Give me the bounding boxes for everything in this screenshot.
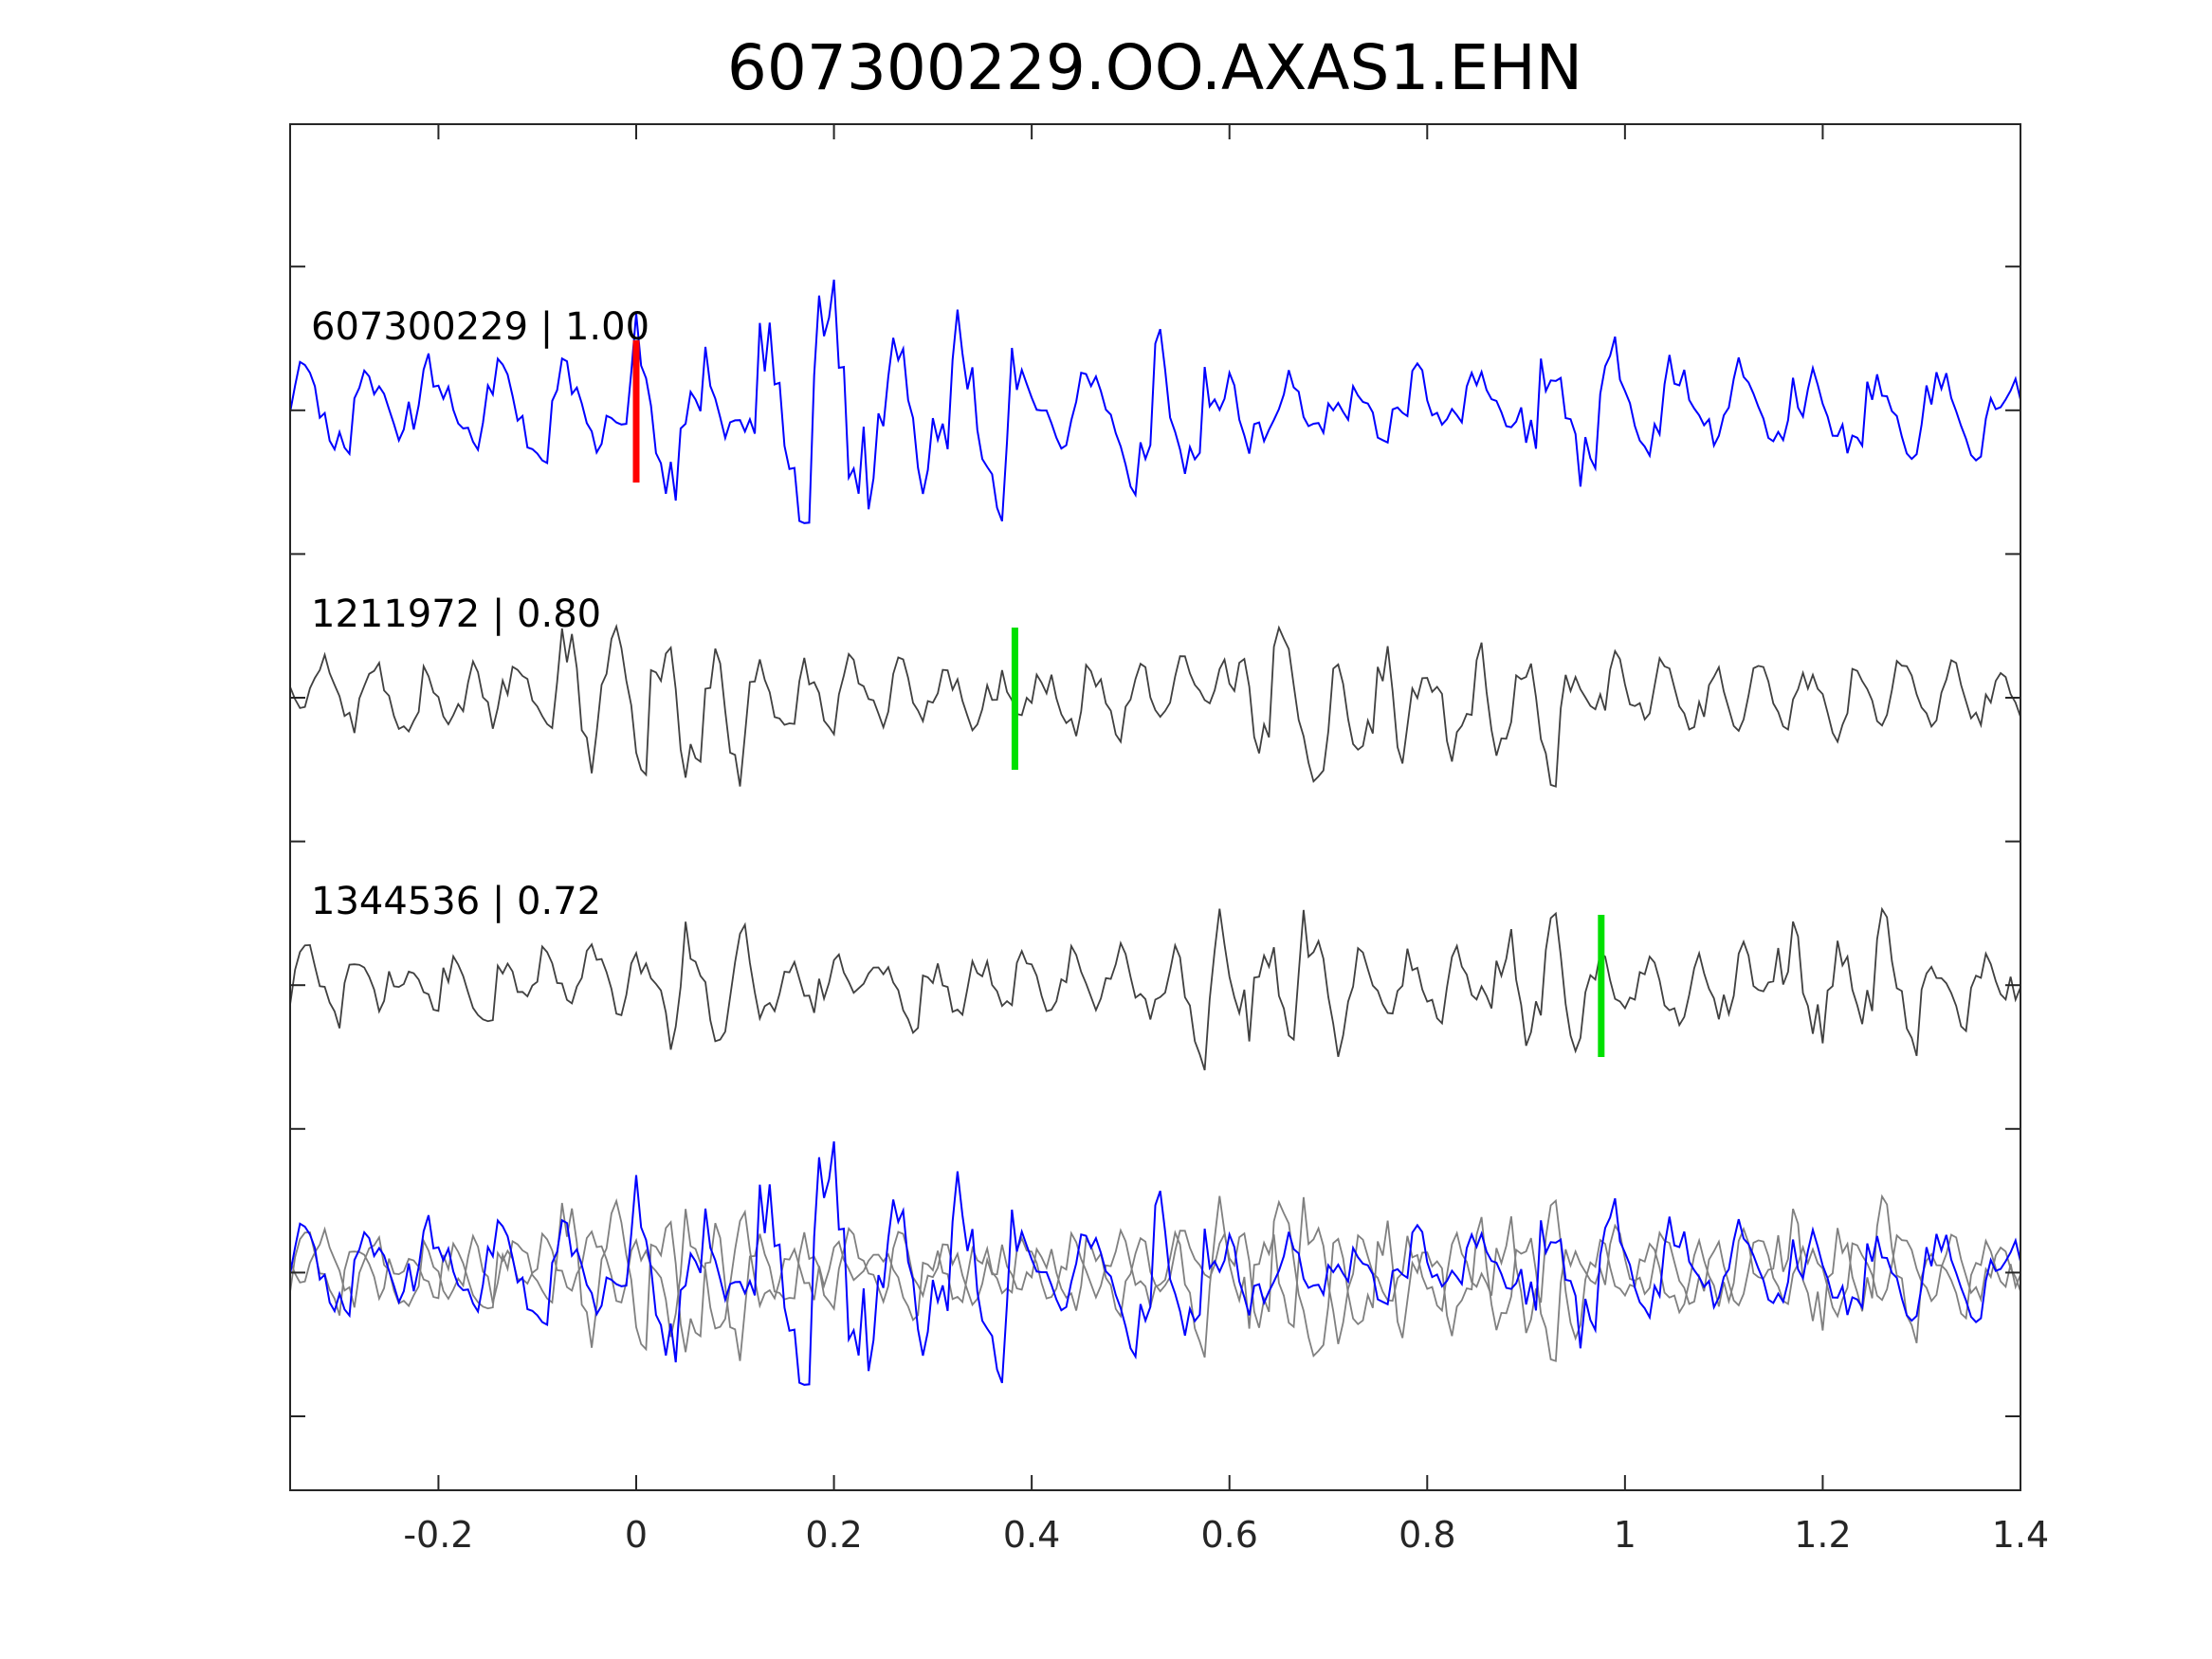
x-tick-label: -0.2 [403, 1514, 473, 1556]
trace-label-3: 1344536 | 0.72 [311, 880, 601, 923]
plot-area: 607300229 | 1.00 1211972 | 0.80 1344536 | … [289, 123, 2049, 1556]
traces-layer [289, 279, 2021, 1386]
trace-line-2 [289, 623, 2021, 788]
trace-line-1 [289, 279, 2021, 524]
x-tick-label: 0.4 [1003, 1514, 1060, 1556]
x-axis: -0.2 0 0.2 0.4 0.6 0.8 1 1.2 1.4 [403, 124, 2049, 1556]
x-tick-label: 0.8 [1398, 1514, 1455, 1556]
axes-frame [289, 123, 2021, 1491]
x-tick-label: 1.4 [1992, 1514, 2049, 1556]
trace-label-2: 1211972 | 0.80 [311, 592, 601, 636]
x-tick-label: 0 [625, 1514, 648, 1556]
trace-labels: 607300229 | 1.00 1211972 | 0.80 1344536 | … [311, 305, 649, 923]
x-tick-label: 1.2 [1794, 1514, 1851, 1556]
overlay-trace-3 [289, 1194, 2021, 1358]
chart-title: 607300229.OO.AXAS1.EHN [727, 31, 1582, 104]
overlay-trace-1 [289, 1140, 2021, 1386]
x-tick-label: 0.6 [1200, 1514, 1257, 1556]
picks-layer [632, 340, 1605, 1057]
trace-label-1: 607300229 | 1.00 [311, 305, 649, 349]
x-tick-label: 1 [1614, 1514, 1636, 1556]
trace-line-3 [289, 906, 2021, 1071]
y-axis [290, 265, 2020, 1417]
overlay-trace-2 [289, 1197, 2021, 1362]
x-tick-label: 0.2 [805, 1514, 862, 1556]
